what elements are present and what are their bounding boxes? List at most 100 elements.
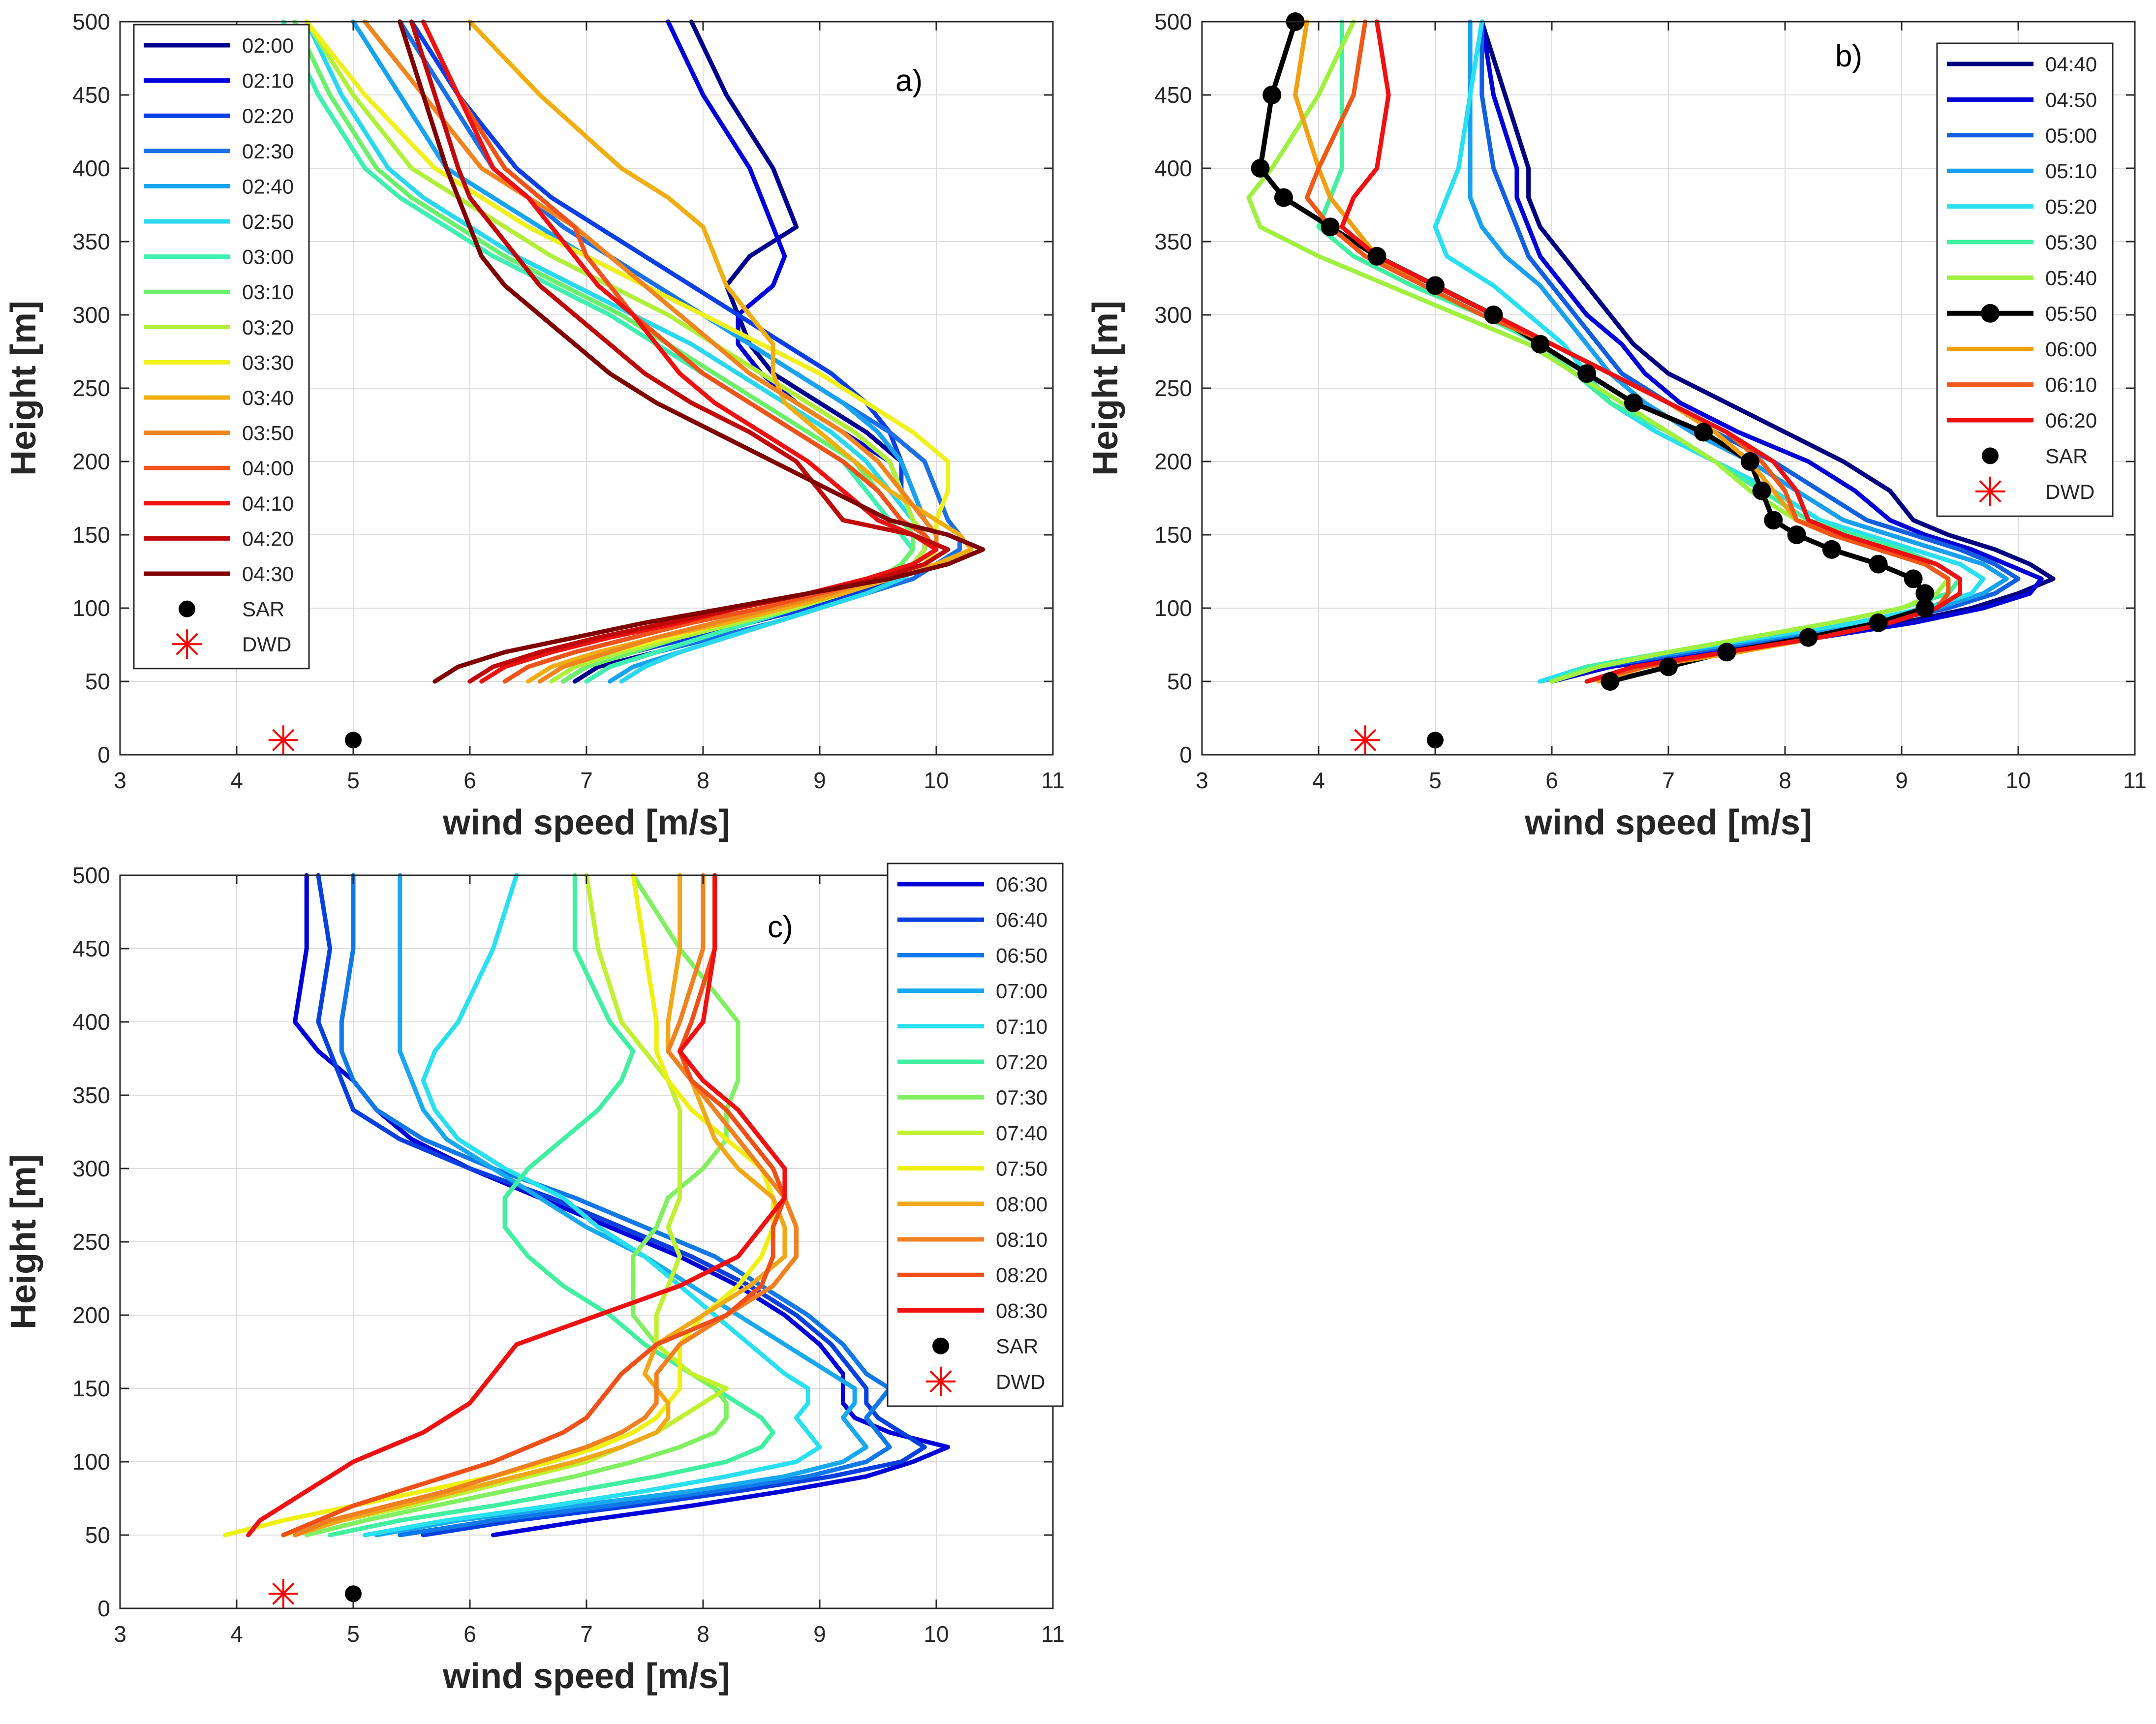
marker-sar bbox=[345, 732, 362, 749]
series-line-0620 bbox=[1339, 19, 1962, 684]
legend-label: 03:00 bbox=[242, 246, 294, 269]
x-tick-label: 8 bbox=[1779, 768, 1791, 793]
y-tick-label: 300 bbox=[72, 302, 110, 328]
legend-label: 03:30 bbox=[242, 351, 294, 374]
legend-label: 06:00 bbox=[2045, 338, 2097, 361]
legend: 06:30 06:40 06:50 07:00 07:10 07:20 07:30 07:40… bbox=[887, 862, 1064, 1407]
legend-label: 03:40 bbox=[242, 386, 294, 409]
legend-label: 02:40 bbox=[242, 175, 294, 198]
x-tick-label: 9 bbox=[813, 768, 826, 793]
x-tick-label: 8 bbox=[697, 1621, 709, 1647]
series-markers-0550 bbox=[1251, 12, 1935, 691]
series-point bbox=[1659, 657, 1678, 677]
y-tick-label: 100 bbox=[72, 595, 110, 621]
y-tick-label: 150 bbox=[1154, 522, 1192, 548]
legend-label: 04:30 bbox=[242, 562, 294, 585]
legend-label: 04:00 bbox=[242, 457, 294, 480]
legend-label: 02:00 bbox=[242, 34, 294, 57]
panel-label: a) bbox=[895, 64, 923, 98]
y-tick-label: 300 bbox=[1154, 302, 1192, 328]
legend-label: 07:00 bbox=[996, 980, 1047, 1003]
legend-label: 08:30 bbox=[996, 1299, 1047, 1322]
legend-marker-dwd bbox=[1975, 476, 2005, 506]
x-tick-label: 5 bbox=[347, 768, 360, 793]
y-tick-label: 250 bbox=[1154, 375, 1192, 401]
y-tick-label: 100 bbox=[72, 1449, 110, 1475]
x-tick-label: 4 bbox=[230, 768, 243, 793]
legend-label: 02:10 bbox=[242, 69, 294, 92]
marker-dwd bbox=[268, 1579, 298, 1609]
legend-marker-sar bbox=[179, 600, 195, 617]
legend-swatch-marker bbox=[1981, 304, 2000, 323]
x-tick-label: 7 bbox=[580, 768, 593, 793]
series-line-0520 bbox=[1433, 19, 1986, 684]
legend-label: 05:50 bbox=[2045, 302, 2097, 325]
legend-label: 04:50 bbox=[2045, 88, 2097, 111]
legend-label: 06:10 bbox=[2045, 373, 2097, 397]
y-tick-label: 450 bbox=[72, 82, 110, 108]
series-line-0650 bbox=[339, 873, 892, 1538]
series-point bbox=[1251, 159, 1270, 178]
x-tick-label: 5 bbox=[347, 1621, 360, 1647]
legend-label: 05:00 bbox=[2045, 124, 2097, 147]
legend-label: 05:10 bbox=[2045, 159, 2097, 183]
x-tick-label: 6 bbox=[1545, 768, 1558, 793]
y-tick-label: 450 bbox=[72, 936, 110, 961]
series-point bbox=[1764, 511, 1783, 530]
series-point bbox=[1577, 364, 1597, 383]
series-line-0440 bbox=[1479, 19, 2056, 684]
legend-label: SAR bbox=[996, 1335, 1038, 1358]
legend-label: DWD bbox=[2045, 480, 2094, 503]
y-tick-label: 400 bbox=[1154, 155, 1192, 181]
legend-label: 03:50 bbox=[242, 422, 294, 445]
y-tick-label: 250 bbox=[72, 1229, 110, 1255]
legend-label: 07:20 bbox=[996, 1050, 1047, 1074]
x-axis-label: wind speed [m/s] bbox=[1524, 803, 1812, 842]
panel-label: c) bbox=[768, 910, 793, 944]
x-tick-label: 3 bbox=[114, 768, 126, 793]
y-tick-label: 500 bbox=[72, 862, 110, 888]
y-tick-label: 500 bbox=[1154, 9, 1192, 34]
legend-label: 08:10 bbox=[996, 1228, 1047, 1251]
x-tick-label: 9 bbox=[1895, 768, 1908, 793]
series-line-0400 bbox=[421, 19, 939, 684]
legend-marker-sar bbox=[1982, 447, 1999, 464]
y-tick-label: 300 bbox=[72, 1156, 110, 1181]
legend-label: 07:40 bbox=[996, 1121, 1047, 1144]
legend-label: 04:20 bbox=[242, 527, 294, 550]
series-line-0720 bbox=[328, 873, 775, 1538]
y-tick-label: 100 bbox=[1154, 595, 1192, 621]
legend-label: 07:30 bbox=[996, 1086, 1047, 1109]
y-tick-label: 500 bbox=[72, 9, 110, 34]
series-line-0320 bbox=[304, 19, 927, 684]
x-tick-label: 7 bbox=[1662, 768, 1675, 793]
series-point bbox=[1484, 306, 1503, 324]
series-line-0640 bbox=[316, 873, 927, 1538]
legend-label: SAR bbox=[242, 598, 284, 621]
series-point bbox=[1531, 335, 1550, 354]
legend-marker-dwd bbox=[926, 1366, 955, 1396]
series-line-0700 bbox=[374, 873, 869, 1538]
marker-sar bbox=[345, 1585, 362, 1602]
legend-label: 03:20 bbox=[242, 316, 294, 339]
y-tick-label: 350 bbox=[72, 1082, 110, 1108]
series-point bbox=[1321, 217, 1340, 237]
y-tick-label: 200 bbox=[72, 1302, 110, 1328]
series-line-0430 bbox=[398, 19, 986, 684]
y-axis-label: Height [m] bbox=[4, 1154, 43, 1329]
series-point bbox=[1717, 643, 1736, 662]
series-point bbox=[1624, 393, 1643, 412]
series-point bbox=[1869, 554, 1888, 574]
panel-a: 3 4 5 6 7 8 9 10 11 0 50 100 150 200 250 300 350 400 450 50… bbox=[4, 9, 1065, 842]
legend-label: 02:50 bbox=[242, 210, 294, 233]
legend-label: 05:40 bbox=[2045, 266, 2097, 289]
series-point bbox=[1752, 481, 1771, 500]
y-tick-label: 150 bbox=[72, 522, 110, 548]
series-point bbox=[1274, 188, 1293, 207]
legend-box bbox=[133, 24, 310, 670]
legend: 04:40 04:50 05:00 05:10 05:20 05:30 05:40 05:50… bbox=[1936, 42, 2114, 517]
series-point bbox=[1799, 628, 1818, 647]
x-tick-label: 4 bbox=[230, 1621, 243, 1647]
y-tick-label: 0 bbox=[1179, 742, 1192, 768]
series-point bbox=[1426, 276, 1445, 295]
